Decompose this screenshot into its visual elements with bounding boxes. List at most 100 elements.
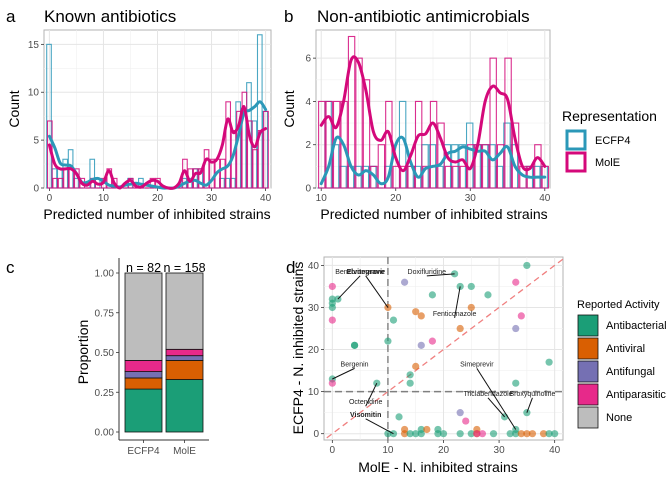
scatter-point-antibacterial — [406, 379, 414, 387]
panel-a-title: Known antibiotics — [44, 7, 176, 26]
x-tick-label: MolE — [173, 446, 196, 457]
point-label: Benzbromarone — [335, 269, 385, 276]
histogram-bar-mole — [57, 177, 64, 189]
legend-representation: Representation ECFP4 MolE — [562, 108, 657, 173]
y-tick-label: 4 — [305, 97, 311, 108]
stacked-segment-antiparasitic — [165, 348, 204, 357]
scatter-point-antibacterial — [551, 430, 559, 438]
label-leader-line — [365, 275, 389, 308]
y-tick-label: 10 — [308, 387, 320, 398]
histogram-bar-mole — [318, 100, 326, 189]
scatter-point-antiparasitic — [428, 337, 436, 345]
histogram-bar-mole — [377, 144, 386, 189]
scatter-point-antiviral — [517, 430, 525, 438]
scatter-point-antiviral — [417, 312, 425, 320]
scatter-point-antiviral — [412, 362, 420, 370]
scatter-point-antibacterial — [467, 430, 475, 438]
panel-tag-b: b — [284, 7, 293, 26]
y-tick-label: 2 — [305, 140, 311, 151]
x-tick-label: 30 — [206, 193, 218, 204]
legend-reported-activity: Reported Activity Antibacterial Antiviral… — [577, 299, 667, 429]
histogram-bar-mole — [452, 165, 460, 189]
legend-label-antifungal: Antifungal — [606, 366, 655, 378]
label-leader-line — [426, 273, 455, 277]
density-line-mole — [319, 55, 547, 173]
x-tick-label: 30 — [465, 193, 477, 204]
x-tick-label: 10 — [316, 193, 328, 204]
scatter-point-antibacterial — [389, 316, 398, 324]
y-tick-label: 0 — [305, 184, 311, 195]
stacked-segment-none — [165, 272, 204, 350]
stacked-segment-antiviral — [124, 377, 163, 390]
y-tick-label: 6 — [305, 54, 311, 65]
density-line-mole — [47, 105, 268, 190]
scatter-point-antifungal — [400, 278, 409, 286]
panel-c-ylabel: Proportion — [75, 320, 91, 385]
scatter-point-antibacterial — [545, 358, 553, 366]
histogram-bar-mole — [362, 79, 371, 189]
panel-a-histogram: 0 10 20 30 40 0 5 10 15 — [28, 29, 272, 204]
legend-label-antiviral: Antiviral — [606, 343, 645, 355]
y-tick-label: 0.25 — [95, 388, 115, 399]
x-tick-label: 40 — [260, 193, 272, 204]
point-label: Octenidine — [349, 399, 383, 406]
legend-label-mole: MolE — [595, 157, 620, 169]
scatter-point-antibacterial — [384, 337, 392, 345]
label-leader-line — [476, 368, 517, 430]
scatter-point-antibacterial — [350, 341, 359, 349]
scatter-point-antifungal — [456, 409, 464, 417]
scatter-point-antiviral — [467, 303, 475, 312]
point-label: Bergenin — [341, 361, 369, 368]
scatter-point-antibacterial — [412, 430, 420, 438]
histogram-bar-mole — [489, 57, 497, 189]
scatter-point-antibacterial — [506, 430, 514, 438]
panel-d-ylabel: ECFP4 - N. inhibited strains — [290, 262, 306, 435]
stacked-segment-antiviral — [165, 360, 204, 380]
x-tick-label: 40 — [549, 445, 561, 456]
histogram-bar-mole — [429, 100, 438, 189]
histogram-bar-mole — [392, 165, 401, 189]
histogram-bar-mole — [482, 144, 490, 189]
panel-b-title: Non-antibiotic antimicrobials — [317, 7, 530, 26]
scatter-point-antifungal — [512, 324, 520, 333]
label-leader-line — [526, 397, 533, 413]
point-label: Simeprevir — [460, 361, 494, 368]
histogram-bar-mole — [252, 149, 259, 189]
scatter-point-antibacterial — [328, 303, 336, 312]
density-line-ecfp4 — [319, 135, 547, 186]
scatter-point-antiparasitic — [512, 278, 520, 286]
legend-swatch-antiparasitic — [577, 383, 599, 406]
scatter-point-antiparasitic — [328, 282, 336, 291]
y-tick-label: 0.75 — [95, 308, 115, 319]
scatter-point-antibacterial — [406, 371, 414, 379]
point-label: Elvitegravir — [347, 269, 385, 276]
label-leader-line — [487, 397, 506, 418]
histogram-bar-mole — [219, 158, 226, 189]
scatter-point-antibacterial — [434, 430, 442, 438]
stacked-segment-antifungal — [165, 355, 204, 361]
y-tick-label: 20 — [308, 345, 320, 356]
legend-act-title: Reported Activity — [577, 299, 660, 311]
scatter-point-antiviral — [523, 430, 531, 438]
x-tick-label: ECFP4 — [127, 446, 160, 457]
histogram-bar-mole — [400, 165, 408, 189]
histogram-bar-mole — [263, 110, 269, 189]
histogram-bar-mole — [370, 165, 378, 189]
point-label: Broxyquinoline — [509, 391, 555, 398]
stacked-segment-antibacterial — [165, 379, 204, 433]
scatter-point-antibacterial — [428, 291, 436, 299]
histogram-bar-mole — [422, 165, 430, 189]
histogram-bar-mole — [236, 110, 242, 189]
histogram-bar-mole — [241, 91, 248, 189]
scatter-point-antiviral — [412, 308, 420, 316]
label-leader-line — [365, 418, 394, 435]
histogram-bar-mole — [444, 165, 453, 189]
histogram-bar-mole — [149, 177, 156, 189]
histogram-bar-mole — [246, 120, 253, 189]
histogram-bar-mole — [347, 35, 356, 189]
y-tick-label: 30 — [308, 303, 320, 314]
panel-tag-d: d — [286, 258, 295, 277]
legend-swatch-antiviral — [577, 337, 599, 360]
histogram-bar-mole — [355, 57, 363, 189]
scatter-point-antibacterial — [406, 430, 414, 438]
